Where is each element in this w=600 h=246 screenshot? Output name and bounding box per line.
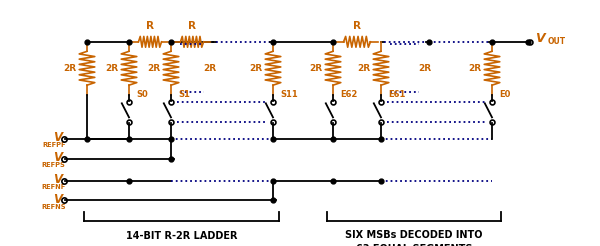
Text: SIX MSBs DECODED INTO: SIX MSBs DECODED INTO: [345, 230, 483, 240]
Text: V: V: [53, 151, 62, 164]
Text: OUT: OUT: [547, 37, 565, 46]
Text: REFNF: REFNF: [41, 184, 65, 190]
Text: REFPS: REFPS: [41, 162, 65, 168]
Text: S0: S0: [136, 90, 148, 99]
Text: E61: E61: [388, 90, 406, 99]
Text: 2R: 2R: [250, 64, 263, 73]
Text: 2R: 2R: [106, 64, 119, 73]
Text: 2R: 2R: [358, 64, 371, 73]
Text: E62: E62: [340, 90, 358, 99]
Text: REFNS: REFNS: [41, 204, 65, 210]
Text: R: R: [188, 21, 196, 31]
Text: E0: E0: [499, 90, 511, 99]
Text: V: V: [535, 32, 545, 45]
Text: V: V: [53, 131, 62, 144]
Text: V: V: [53, 193, 62, 206]
Text: 63 EQUAL SEGMENTS: 63 EQUAL SEGMENTS: [356, 244, 472, 246]
Text: 2R: 2R: [469, 64, 482, 73]
Text: 2R: 2R: [203, 64, 217, 73]
Text: 14-BIT R-2R LADDER: 14-BIT R-2R LADDER: [126, 231, 237, 241]
Text: V: V: [53, 173, 62, 186]
Text: 2R: 2R: [418, 64, 431, 73]
Text: 2R: 2R: [148, 64, 161, 73]
Text: S1: S1: [178, 90, 190, 99]
Text: 2R: 2R: [310, 64, 323, 73]
Text: R: R: [353, 21, 361, 31]
Text: REFPF: REFPF: [42, 142, 65, 148]
Text: S11: S11: [280, 90, 298, 99]
Text: 2R: 2R: [64, 64, 77, 73]
Text: R: R: [146, 21, 154, 31]
